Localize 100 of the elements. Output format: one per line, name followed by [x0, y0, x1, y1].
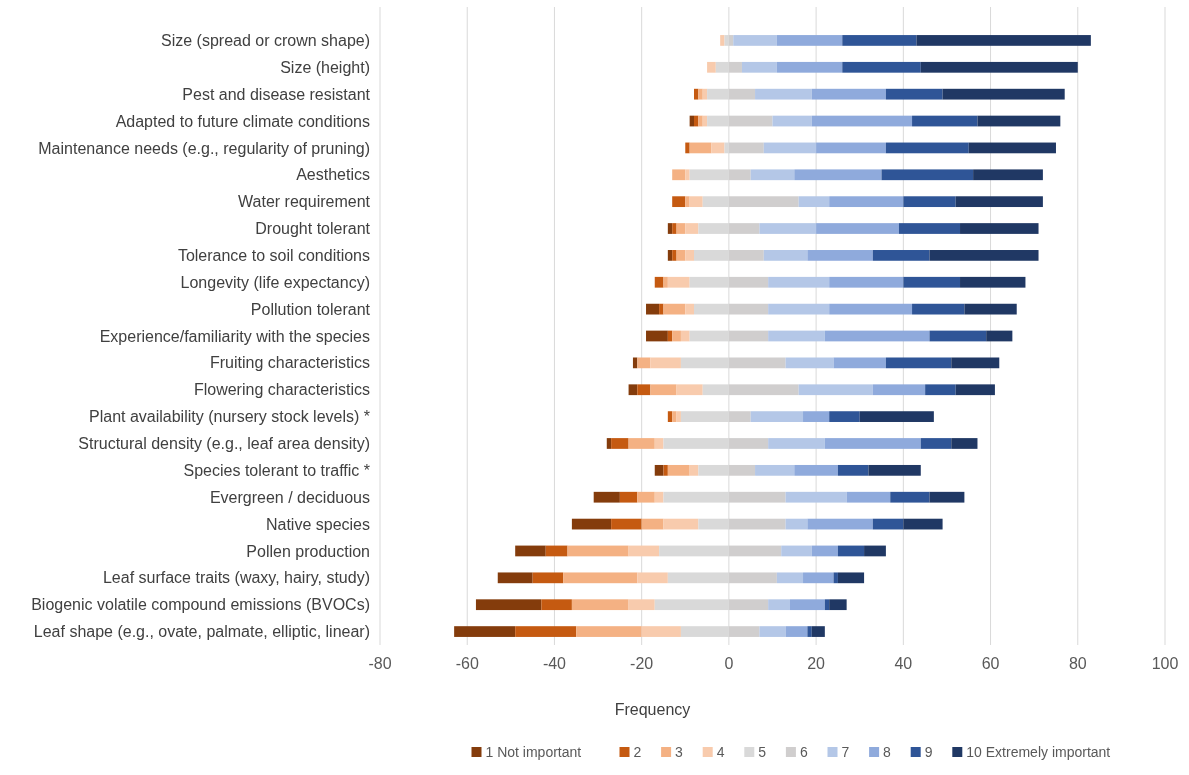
- bar: [685, 196, 690, 208]
- y-tick-label: Leaf surface traits (waxy, hairy, study): [102, 569, 370, 587]
- bar: [903, 518, 943, 530]
- bar: [885, 88, 943, 100]
- legend-label: 7: [841, 744, 850, 760]
- bar: [571, 518, 612, 530]
- bar: [672, 411, 677, 422]
- bar: [859, 411, 934, 422]
- bar: [593, 491, 620, 503]
- bar: [816, 142, 886, 154]
- y-tick-label: Tolerance to soil conditions: [177, 246, 370, 264]
- bar: [637, 491, 655, 503]
- bar: [567, 545, 629, 557]
- bar: [807, 626, 812, 637]
- bar: [685, 223, 699, 234]
- bar: [929, 491, 965, 503]
- legend-label: 10 Extremely important: [966, 744, 1111, 760]
- bar: [829, 599, 847, 611]
- legend-label: 3: [675, 744, 684, 760]
- bar: [497, 572, 533, 584]
- bar: [868, 464, 921, 476]
- bar: [663, 276, 668, 288]
- legend-label: 5: [758, 744, 767, 760]
- bar: [759, 626, 786, 637]
- x-tick-label: 0: [724, 655, 734, 672]
- y-tick-label: Evergreen / deciduous: [209, 488, 370, 506]
- bar: [759, 223, 817, 234]
- bar: [890, 491, 930, 503]
- bar: [929, 250, 1039, 261]
- x-tick-label: 40: [894, 655, 913, 672]
- bar: [768, 303, 830, 315]
- bar: [898, 223, 961, 234]
- bar: [672, 196, 686, 208]
- bar: [667, 250, 673, 261]
- bar: [807, 518, 873, 530]
- bar: [776, 61, 843, 73]
- bar: [637, 384, 651, 396]
- bar: [606, 438, 612, 449]
- bar: [885, 142, 969, 154]
- bar: [920, 61, 1078, 73]
- y-tick-label: Longevity (life expectancy): [180, 273, 370, 291]
- y-tick-label: Native species: [265, 515, 370, 533]
- bar: [785, 357, 834, 369]
- bar: [454, 626, 516, 637]
- bar: [515, 626, 577, 637]
- bar: [532, 572, 564, 584]
- bar: [872, 518, 904, 530]
- bar: [702, 88, 708, 100]
- bar: [667, 276, 690, 288]
- bar: [951, 438, 978, 449]
- bar: [803, 572, 834, 584]
- bar: [663, 303, 686, 315]
- bar: [794, 464, 838, 476]
- bar: [829, 276, 904, 288]
- y-tick-label: Experience/familiarity with the species: [99, 327, 370, 345]
- bar: [960, 276, 1026, 288]
- x-tick-label: -80: [368, 655, 392, 672]
- bar: [776, 35, 843, 46]
- bar: [733, 35, 777, 46]
- bar: [650, 384, 677, 396]
- x-tick-label: -60: [455, 655, 479, 672]
- legend-label: 1 Not important: [485, 744, 582, 760]
- bar: [824, 599, 830, 611]
- bar: [803, 411, 830, 422]
- legend-label: 4: [716, 744, 725, 760]
- bar: [680, 330, 690, 342]
- bar: [667, 464, 690, 476]
- bar: [833, 572, 838, 584]
- y-tick-label: Size (height): [280, 58, 370, 76]
- bar: [842, 35, 917, 46]
- bar: [768, 599, 790, 611]
- y-tick-label: Species tolerant to traffic *: [183, 461, 370, 479]
- bar: [811, 88, 886, 100]
- bar: [571, 599, 629, 611]
- x-tick-label: 20: [807, 655, 826, 672]
- bar: [663, 518, 699, 530]
- bar: [659, 303, 664, 315]
- bar: [955, 196, 1043, 208]
- y-tick-label: Fruiting characteristics: [209, 354, 370, 372]
- bar: [750, 411, 804, 422]
- bar: [846, 491, 891, 503]
- bar: [676, 411, 681, 422]
- bar: [960, 223, 1039, 234]
- bar: [951, 357, 1000, 369]
- bar: [925, 384, 956, 396]
- y-tick-label: Adapted to future climate conditions: [115, 112, 370, 130]
- y-tick-label: Pollution tolerant: [250, 300, 371, 318]
- y-tick-label: Maintenance needs (e.g., regularity of pruning): [38, 139, 370, 157]
- legend-label: 8: [883, 744, 892, 760]
- bar: [811, 626, 825, 637]
- y-tick-label: Structural density (e.g., leaf area density): [78, 435, 370, 453]
- y-tick-label: Pollen production: [246, 542, 370, 560]
- bar: [676, 384, 703, 396]
- bar: [750, 169, 795, 181]
- bar: [755, 88, 812, 100]
- bar: [768, 438, 825, 449]
- bar: [785, 626, 808, 637]
- bar: [776, 572, 804, 584]
- bar: [955, 384, 995, 396]
- bar: [824, 438, 921, 449]
